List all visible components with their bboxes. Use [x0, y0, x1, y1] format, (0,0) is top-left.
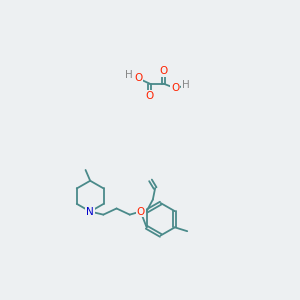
Text: O: O — [136, 207, 145, 217]
Text: H: H — [125, 70, 133, 80]
Text: O: O — [160, 66, 168, 76]
Text: H: H — [182, 80, 189, 90]
Text: N: N — [86, 207, 94, 217]
Text: O: O — [146, 91, 154, 101]
Text: O: O — [171, 83, 180, 93]
Text: O: O — [134, 73, 142, 83]
